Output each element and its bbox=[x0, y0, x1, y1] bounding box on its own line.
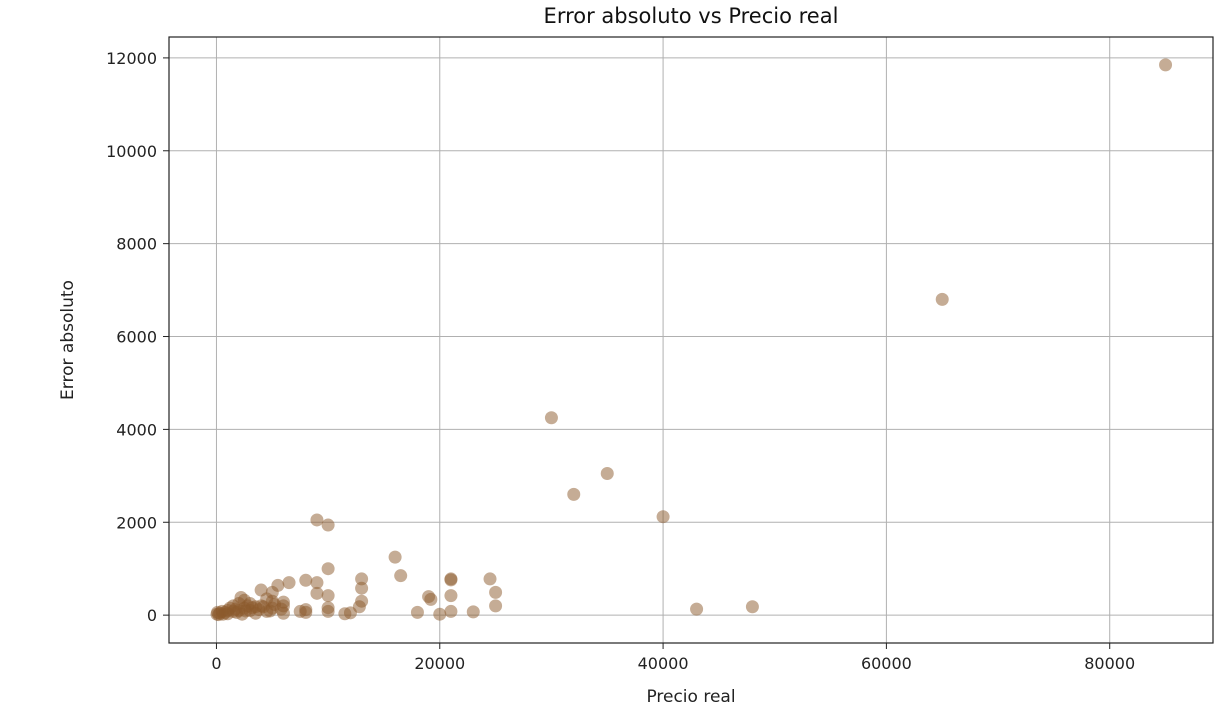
data-point bbox=[1159, 58, 1173, 72]
data-point bbox=[228, 602, 242, 616]
data-point bbox=[410, 605, 424, 619]
y-tick-label: 4000 bbox=[116, 420, 157, 439]
data-point bbox=[394, 569, 408, 583]
x-tick-label: 80000 bbox=[1084, 654, 1135, 673]
data-point bbox=[388, 550, 402, 564]
data-point bbox=[210, 607, 224, 621]
x-axis-label: Precio real bbox=[646, 687, 735, 705]
data-point bbox=[444, 573, 458, 587]
data-point bbox=[483, 572, 497, 586]
data-point bbox=[489, 585, 503, 599]
chart-title: Error absoluto vs Precio real bbox=[544, 4, 839, 28]
data-point bbox=[935, 292, 949, 306]
data-point bbox=[299, 573, 313, 587]
data-point bbox=[567, 487, 581, 501]
y-tick-label: 2000 bbox=[116, 513, 157, 532]
data-point bbox=[544, 411, 558, 425]
data-point bbox=[310, 576, 324, 590]
axis-ticks: 0 20000 40000 60000 80000 0 2000 4000 6000 8000 10… bbox=[106, 49, 1135, 673]
data-point bbox=[238, 604, 252, 618]
y-axis-label: Error absoluto bbox=[58, 280, 78, 400]
data-point bbox=[444, 589, 458, 603]
x-tick-label: 40000 bbox=[638, 654, 689, 673]
data-points bbox=[210, 58, 1173, 622]
data-point bbox=[489, 599, 503, 613]
data-point bbox=[321, 562, 335, 576]
data-point bbox=[745, 600, 759, 614]
data-point bbox=[321, 518, 335, 532]
data-point bbox=[466, 605, 480, 619]
y-tick-label: 8000 bbox=[116, 235, 157, 254]
y-tick-label: 10000 bbox=[106, 142, 157, 161]
data-point bbox=[433, 607, 447, 621]
x-tick-label: 60000 bbox=[861, 654, 912, 673]
y-tick-label: 12000 bbox=[106, 49, 157, 68]
data-point bbox=[338, 607, 352, 621]
data-point bbox=[444, 604, 458, 618]
data-point bbox=[310, 586, 324, 600]
data-point bbox=[293, 604, 307, 618]
data-point bbox=[355, 572, 369, 586]
x-tick-label: 20000 bbox=[414, 654, 465, 673]
y-tick-label: 6000 bbox=[116, 328, 157, 347]
data-point bbox=[282, 576, 296, 590]
plot-frame bbox=[168, 36, 1214, 644]
data-point bbox=[310, 513, 324, 527]
data-point bbox=[274, 602, 288, 616]
grid bbox=[169, 37, 1213, 643]
x-tick-label: 0 bbox=[211, 654, 221, 673]
y-tick-label: 0 bbox=[147, 606, 157, 625]
data-point bbox=[424, 592, 438, 606]
data-point bbox=[656, 510, 670, 524]
data-point bbox=[690, 602, 704, 616]
data-point bbox=[600, 467, 614, 481]
data-point bbox=[355, 581, 369, 595]
data-point bbox=[321, 604, 335, 618]
data-point bbox=[321, 589, 335, 603]
data-point bbox=[254, 583, 268, 597]
